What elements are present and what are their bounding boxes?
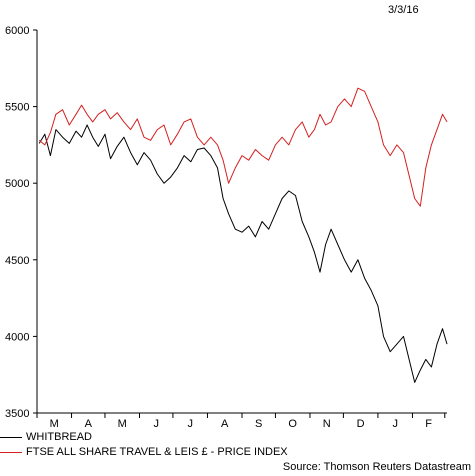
x-tick-label: J <box>187 418 193 430</box>
y-tick-label: 5000 <box>5 178 29 190</box>
x-tick-label: A <box>85 418 93 430</box>
legend-swatch-ftse-travel-leisure <box>0 451 22 453</box>
chart-series <box>38 87 448 383</box>
y-tick-label: 5500 <box>5 102 29 114</box>
x-tick-label: M <box>118 418 127 430</box>
y-tick-label: 3500 <box>5 408 29 420</box>
x-tick-label: F <box>425 418 432 430</box>
chart-axes <box>36 30 447 414</box>
chart-date-label: 3/3/16 <box>388 4 419 16</box>
series-line-whitbread <box>38 124 448 383</box>
series-line-ftse-travel-leisure <box>38 87 448 207</box>
legend-label-whitbread: WHITBREAD <box>26 431 92 443</box>
x-tick-label: A <box>221 418 229 430</box>
y-tick-label: 4000 <box>5 331 29 343</box>
source-label: Source: Thomson Reuters Datastream <box>282 461 471 473</box>
y-axis-ticks: 3500 4000 4500 5000 5500 6000 <box>5 25 37 420</box>
x-tick-label: J <box>392 418 398 430</box>
x-tick-label: N <box>323 418 331 430</box>
x-tick-label: J <box>153 418 159 430</box>
legend-item-whitbread: WHITBREAD <box>0 431 92 443</box>
legend-swatch-whitbread <box>0 436 22 438</box>
x-tick-label: M <box>50 418 59 430</box>
y-tick-label: 4500 <box>5 255 29 267</box>
x-tick-label: D <box>357 418 365 430</box>
x-tick-label: S <box>255 418 262 430</box>
legend-item-ftse-travel-leisure: FTSE ALL SHARE TRAVEL & LEIS £ - PRICE I… <box>0 446 288 458</box>
y-tick-label: 6000 <box>5 25 29 37</box>
legend-label-ftse-travel-leisure: FTSE ALL SHARE TRAVEL & LEIS £ - PRICE I… <box>26 446 288 458</box>
x-tick-label: O <box>288 418 297 430</box>
